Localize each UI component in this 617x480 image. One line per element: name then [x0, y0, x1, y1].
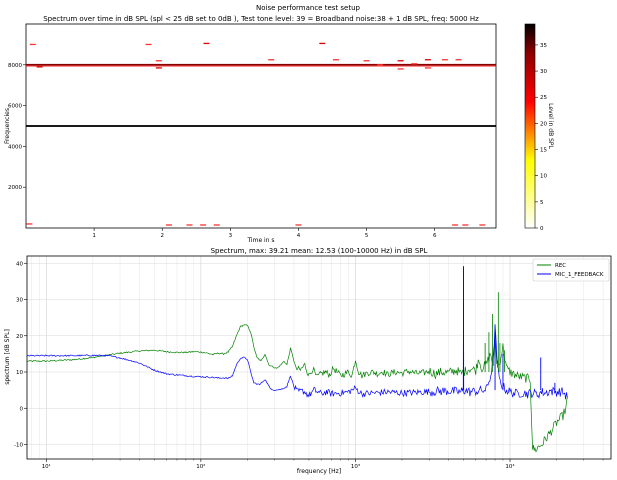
spectrogram-x-tick-label: 4	[297, 233, 301, 239]
colorbar-tick-label: 20	[540, 121, 547, 127]
heatmap-speck	[166, 224, 173, 226]
spectrum-y-tick-label: 40	[16, 261, 23, 267]
spectrum-x-label: frequency [Hz]	[297, 468, 341, 475]
spectrogram-y-tick-label: 4000	[8, 144, 22, 150]
spectrogram-x-tick-label: 5	[365, 233, 369, 239]
series-line-mic-1-feedback	[27, 267, 568, 400]
spectrogram-x-tick-label: 2	[160, 233, 164, 239]
heatmap-band-8000-edge	[26, 65, 496, 67]
spectrum-y-tick-label: 30	[16, 298, 23, 304]
heatmap-speck	[213, 224, 220, 226]
heatmap-speck	[295, 224, 302, 226]
legend-label-mic-1-feedback: MIC_1_FEEDBACK	[555, 272, 604, 278]
heatmap-speck	[155, 60, 162, 62]
spectrum-y-tick-label: 0	[20, 406, 24, 412]
colorbar-gradient	[524, 23, 536, 229]
heatmap-speck	[319, 42, 326, 45]
heatmap-band-5000	[26, 125, 496, 127]
spectrum-x-tick-label: 10³	[351, 463, 360, 470]
spectrum-y-tick-label: 10	[16, 370, 23, 376]
spectrogram-x-tick-label: 6	[433, 233, 437, 239]
colorbar-label: Level in dB SPL	[547, 103, 554, 149]
spectrum-plot-area	[27, 256, 611, 459]
heatmap-speck	[397, 68, 404, 70]
colorbar-tick-label: 5	[540, 200, 544, 206]
colorbar-tick-label: 30	[540, 69, 547, 75]
spectrogram-y-label: Frequencies	[4, 108, 11, 144]
spectrum-chart: Spectrum, max: 39.21 mean: 12.53 (100-10…	[4, 247, 612, 475]
colorbar-tick-label: 10	[540, 174, 547, 180]
legend-box	[532, 258, 610, 282]
heatmap-speck	[29, 43, 36, 46]
spectrogram-y-tick-label: 2000	[8, 185, 22, 191]
legend-label-rec: REC	[555, 263, 566, 269]
colorbar-tick-label: 0	[540, 226, 544, 232]
heatmap-speck	[452, 224, 459, 226]
heatmap-speck	[186, 224, 193, 226]
heatmap-speck	[155, 67, 162, 69]
heatmap-speck	[332, 59, 339, 61]
heatmap-speck	[479, 224, 486, 226]
spectrogram-y-tick-label: 6000	[8, 104, 22, 110]
legend: REC MIC_1_FEEDBACK	[532, 258, 610, 282]
heatmap-speck	[455, 59, 462, 61]
series-line-rec	[27, 324, 568, 453]
heatmap-speck	[424, 59, 431, 61]
heatmap-speck	[145, 43, 152, 46]
colorbar-tick-label: 15	[540, 148, 547, 154]
spectrogram-x-tick-label: 3	[229, 233, 233, 239]
spectrum-x-tick-label: 10¹	[42, 463, 51, 470]
spectrogram-x-label: Time in s	[246, 237, 274, 244]
colorbar: 0 5 10 15 20 25 30 35 Level in dB SPL	[524, 23, 554, 232]
heatmap-speck	[411, 63, 418, 65]
heatmap-speck	[200, 224, 207, 226]
spectrum-y-tick-label: 20	[16, 334, 23, 340]
heatmap-speck	[268, 59, 275, 61]
spectrogram-x-tick-label: 1	[92, 233, 96, 239]
heatmap-speck	[36, 66, 43, 68]
heatmap-speck	[441, 59, 448, 61]
heatmap-speck	[424, 67, 431, 69]
heatmap-speck	[203, 42, 210, 45]
heatmap-band-8000	[26, 63, 496, 66]
spectrum-x-tick-label: 10⁴	[505, 463, 515, 470]
spectrum-title: Spectrum, max: 39.21 mean: 12.53 (100-10…	[211, 247, 428, 255]
colorbar-tick-label: 25	[540, 95, 547, 101]
heatmap-speck	[26, 223, 33, 225]
figure-title: Noise performance test setup	[256, 4, 361, 12]
spectrum-y-label: spectrum [dB SPL]	[4, 329, 11, 385]
heatmap-speck	[397, 60, 404, 62]
colorbar-tick-label: 35	[540, 43, 547, 49]
heatmap-speck	[462, 224, 469, 226]
heatmap-speck	[377, 64, 384, 66]
spectrum-y-tick-label: -10	[14, 443, 23, 449]
spectrogram-y-tick-label: 8000	[8, 63, 22, 69]
heatmap-speck	[363, 60, 370, 62]
spectrogram-title: Spectrum over time in dB SPL (spl < 25 d…	[43, 15, 479, 23]
spectrum-x-tick-label: 10²	[196, 463, 205, 470]
spectrogram-chart: Spectrum over time in dB SPL (spl < 25 d…	[4, 15, 497, 244]
